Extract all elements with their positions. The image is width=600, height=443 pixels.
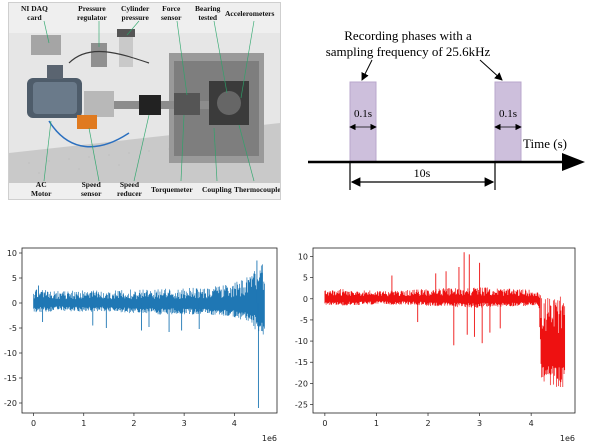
- time-axis-arrowhead: [562, 153, 585, 171]
- y-tick-label: -15: [4, 374, 17, 383]
- test-rig-photo: NI DAQ card Pressure regulator Cylinder pre…: [8, 2, 281, 200]
- label-bearing-tested: Bearing tested: [195, 4, 221, 22]
- plot-frame: [21, 247, 278, 414]
- x-tick-label: 2: [425, 419, 430, 428]
- recording-timeline-diagram: Recording phases with a sampling frequen…: [308, 28, 585, 190]
- label-accelerometers: Accelerometers: [225, 9, 275, 18]
- label-cylinder-pressure: Cylinder pressure: [121, 4, 150, 22]
- y-tick-label: 0: [303, 295, 308, 304]
- label-ni-daq-card: NI DAQ card: [21, 4, 48, 22]
- x-tick-label: 1: [374, 419, 379, 428]
- x-tick-label: 4: [232, 419, 237, 428]
- y-tick-label: -5: [300, 316, 308, 325]
- label-torquemeter: Torquemeter: [151, 185, 193, 194]
- timeline-title-line1: Recording phases with a: [344, 28, 472, 43]
- y-tick-label: 5: [303, 274, 308, 283]
- signal-trace: [33, 260, 265, 408]
- x-tick-label: 3: [477, 419, 482, 428]
- timeline-title-line2: sampling frequency of 25.6kHz: [326, 44, 491, 59]
- label-speed-reducer: Speed reducer: [117, 180, 142, 198]
- plot-frame: [312, 247, 576, 414]
- phase-label-right: 0.1s: [499, 108, 517, 120]
- y-tick-label: -20: [295, 379, 308, 388]
- callout-arrow-left: [361, 59, 373, 81]
- recording-phase-right: [494, 81, 522, 163]
- test-rig-illustration: [9, 3, 280, 199]
- x-tick-label: 3: [182, 419, 187, 428]
- x-tick-label: 2: [131, 419, 136, 428]
- callout-arrow-right: [479, 59, 503, 81]
- label-ac-motor: AC Motor: [31, 180, 52, 198]
- vibration-chart-red: 0 1 2 3 4 1e6 10 5 0 -5 -10 -15 -20 -25: [295, 247, 576, 443]
- y-tick-label: -15: [295, 358, 308, 367]
- signal-trace: [324, 252, 566, 387]
- x-tick-label: 0: [322, 419, 327, 428]
- x-offset-label: 1e6: [262, 434, 277, 443]
- y-tick-label: -10: [4, 349, 17, 358]
- signal-band: [324, 287, 566, 387]
- label-speed-sensor: Speed sensor: [81, 180, 102, 198]
- label-force-sensor: Force sensor: [161, 4, 182, 22]
- y-tick-label: -20: [4, 399, 17, 408]
- label-coupling: Coupling: [202, 185, 232, 194]
- x-tick-label: 4: [529, 419, 534, 428]
- signal-band: [33, 264, 265, 335]
- interval-label: 10s: [414, 166, 431, 180]
- y-tick-label: 5: [12, 274, 17, 283]
- x-tick-label: 0: [31, 419, 36, 428]
- y-tick-label: -5: [9, 324, 17, 333]
- y-tick-label: 10: [298, 252, 308, 261]
- x-tick-label: 1: [81, 419, 86, 428]
- vibration-chart-blue: 0 1 2 3 4 1e6 10 5 0 -5 -10 -15 -20: [4, 247, 278, 443]
- y-tick-label: 10: [7, 249, 17, 258]
- time-axis-label: Time (s): [523, 136, 567, 151]
- y-tick-label: 0: [12, 299, 17, 308]
- y-tick-label: -10: [295, 337, 308, 346]
- label-pressure-regulator: Pressure regulator: [77, 4, 107, 22]
- label-thermocouple: Thermocouple: [234, 185, 281, 194]
- recording-phase-left: [349, 81, 377, 163]
- y-tick-label: -25: [295, 401, 308, 410]
- x-offset-label: 1e6: [560, 434, 575, 443]
- phase-label-left: 0.1s: [354, 108, 372, 120]
